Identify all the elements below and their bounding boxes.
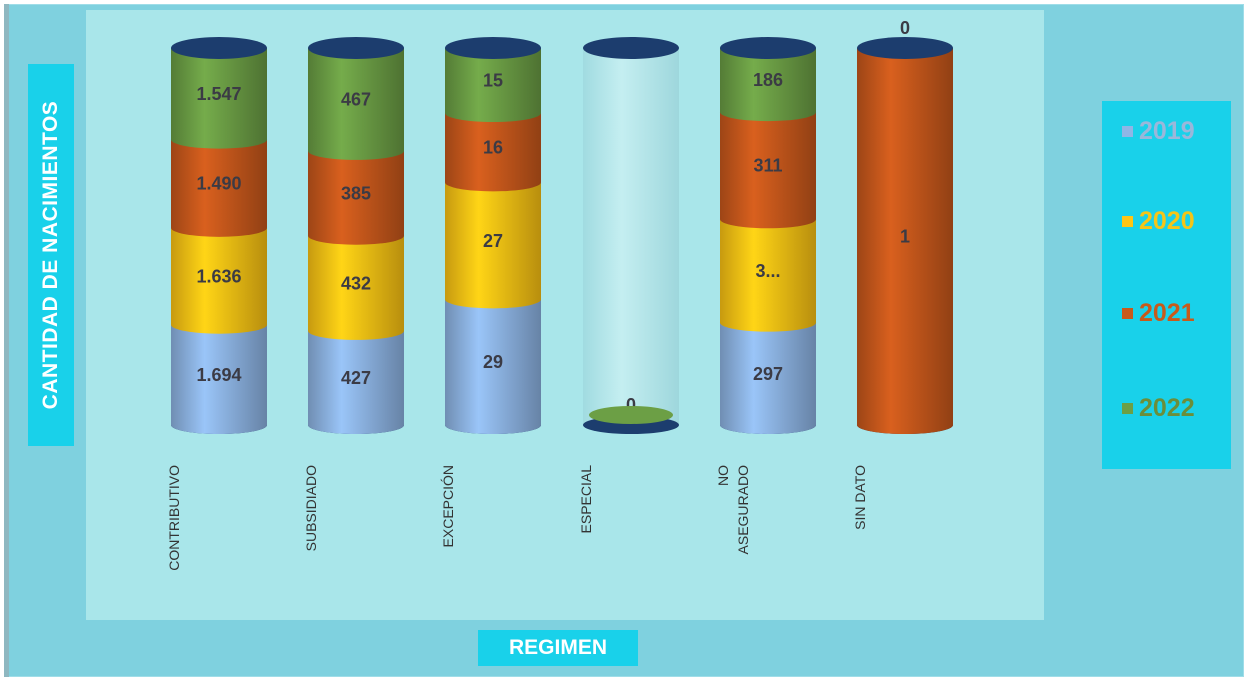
- data-label: 1.490: [196, 174, 241, 194]
- frame-edge: [4, 4, 9, 677]
- column-top-cap: [445, 37, 541, 59]
- bar-segment-bottom: [308, 226, 404, 245]
- legend-item-2019: 2019: [1122, 116, 1195, 146]
- bar-segment-bottom: [308, 141, 404, 160]
- bar-segment: [308, 48, 404, 151]
- data-label: 27: [483, 231, 503, 251]
- legend-label-2022: 2022: [1139, 393, 1195, 422]
- legend-label-2020: 2020: [1139, 206, 1195, 235]
- bar-segment-bottom: [720, 103, 816, 122]
- category-label: NO: [715, 465, 731, 486]
- bar-segment: [171, 139, 267, 228]
- data-label: 15: [483, 71, 503, 91]
- column-top-cap: [308, 37, 404, 59]
- data-label: 1: [900, 227, 910, 247]
- legend-label-2021: 2021: [1139, 298, 1195, 327]
- data-label: 1.547: [196, 84, 241, 104]
- bar-segment: [720, 322, 816, 425]
- data-label: 311: [753, 156, 782, 176]
- bar-segment: [308, 150, 404, 236]
- legend-swatch-2022: [1122, 402, 1133, 414]
- legend-swatch-2021: [1122, 307, 1133, 319]
- legend-swatch-2019: [1122, 125, 1133, 137]
- bar-segment: [720, 112, 816, 220]
- data-label: 0: [626, 395, 636, 415]
- legend-item-2020: 2020: [1122, 206, 1195, 236]
- y-axis-label-box: [28, 64, 74, 446]
- bar-segment-bottom: [445, 290, 541, 309]
- legend-label-2019: 2019: [1139, 116, 1195, 145]
- bar-segment-bottom: [171, 416, 267, 434]
- x-axis-label: REGIMEN: [478, 630, 638, 666]
- bar-segment: [720, 219, 816, 323]
- data-label: 467: [341, 89, 371, 109]
- data-label: 29: [483, 352, 503, 372]
- legend-item-2021: 2021: [1122, 298, 1195, 328]
- bar-segment: [171, 48, 267, 140]
- data-label: 432: [341, 273, 371, 293]
- data-label: 1.694: [196, 365, 241, 385]
- bar-segment-bottom: [171, 315, 267, 334]
- column-top-cap: [171, 37, 267, 59]
- column-top-cap: [857, 37, 953, 59]
- bar-segment-bottom: [445, 416, 541, 434]
- data-label: 297: [753, 364, 783, 384]
- bar-segment-bottom: [720, 210, 816, 229]
- data-label: 427: [341, 368, 371, 388]
- bar-segment-bottom: [308, 321, 404, 340]
- category-label: CONTRIBUTIVO: [166, 465, 182, 571]
- bar-segment: [171, 324, 267, 425]
- bar-segment-bottom: [171, 218, 267, 237]
- bar-segment: [857, 48, 953, 425]
- data-label: 3...: [755, 261, 780, 281]
- legend-item-2022: 2022: [1122, 393, 1195, 423]
- category-label: SIN DATO: [852, 465, 868, 530]
- bar-segment: [445, 182, 541, 300]
- data-label: 186: [753, 70, 783, 90]
- legend-swatch-2020: [1122, 215, 1133, 227]
- data-label: 0: [900, 18, 910, 38]
- column-top-cap: [583, 37, 679, 59]
- bar-segment-bottom: [445, 104, 541, 122]
- column-top-cap: [720, 37, 816, 59]
- bar-segment-bottom: [720, 313, 816, 332]
- bar-segment-bottom: [308, 416, 404, 434]
- category-label: EXCEPCIÓN: [440, 465, 456, 547]
- bar-segment-bottom: [720, 416, 816, 434]
- bar-segment-bottom: [171, 130, 267, 149]
- bar-segment-bottom: [445, 173, 541, 192]
- bar-segment: [308, 235, 404, 331]
- bar-segment: [445, 299, 541, 425]
- data-label: 1.636: [196, 266, 241, 286]
- bar-segment: [171, 227, 267, 325]
- bar-segment-bottom: [857, 416, 953, 434]
- data-label: 16: [483, 138, 503, 158]
- legend: 2019 2020 2021 2022: [1102, 101, 1231, 469]
- bar-segment: [445, 113, 541, 183]
- bar-segment-cap: [589, 406, 673, 424]
- data-label: 385: [341, 183, 371, 203]
- column-shell: [583, 48, 679, 425]
- bar-segment: [308, 330, 404, 425]
- category-label: ASEGURADO: [735, 465, 751, 555]
- category-label: ESPECIAL: [578, 465, 594, 534]
- category-label: SUBSIDIADO: [303, 465, 319, 551]
